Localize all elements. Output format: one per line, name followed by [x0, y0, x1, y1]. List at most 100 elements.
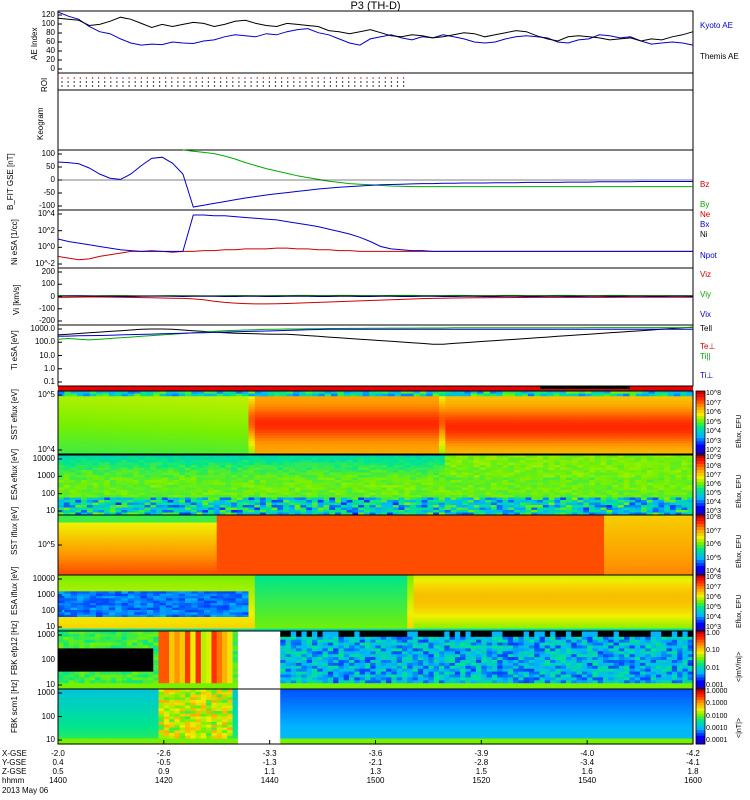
- colorbar-cell-esa_i: [696, 603, 705, 607]
- roi-dot: [280, 81, 283, 83]
- ytick-bfit: 100: [41, 149, 55, 158]
- roi-dot: [152, 85, 155, 87]
- roi-dot: [61, 85, 63, 87]
- colorbar-cell-esa_i: [696, 594, 705, 598]
- roi-dot: [146, 81, 149, 83]
- roi-dot: [329, 77, 332, 79]
- colorbar-cell-sst_e: [696, 409, 705, 414]
- colorbar-cell-sst_e: [696, 438, 705, 442]
- roi-dot: [250, 81, 252, 83]
- xtick-Z-GSE: 1.5: [475, 767, 487, 776]
- ytick-ni: 10^-2: [35, 259, 55, 268]
- orbit-bar-dark: [540, 386, 630, 389]
- colorbar-cell-fbk_b: [696, 705, 705, 709]
- colorbar-cell-fbk_b: [696, 711, 705, 715]
- colorbar-tick-fbk_b: 0.0100: [706, 712, 728, 720]
- roi-dot: [366, 77, 368, 79]
- ytick-vi: -100: [38, 303, 55, 313]
- roi-dot: [256, 85, 258, 87]
- colorbar-cell-fbk_b: [696, 716, 705, 720]
- panel-frame-ae: [57, 10, 694, 74]
- spectrogram-sst_i: [58, 515, 694, 576]
- roi-dot: [171, 81, 173, 83]
- roi-dot: [128, 85, 130, 87]
- colorbar-cell-esa_e: [696, 497, 705, 501]
- roi-dot: [335, 85, 338, 87]
- colorbar-cell-fbk_e: [696, 651, 705, 655]
- roi-dot: [341, 81, 344, 83]
- roi-dot: [97, 77, 100, 79]
- series-line-ti-0: [57, 326, 694, 345]
- roi-dot: [140, 77, 142, 79]
- ytick-ae: 100: [41, 19, 55, 28]
- roi-dot: [323, 85, 325, 87]
- xrow-label-z: Z-GSE: [2, 767, 27, 776]
- roi-dot: [287, 85, 289, 87]
- xtick-Y-GSE: -0.5: [156, 758, 171, 767]
- colorbar-cell-sst_i: [696, 539, 705, 543]
- roi-dot: [213, 85, 216, 87]
- colorbar-cell-sst_e: [696, 391, 705, 395]
- colorbar-cell-esa_e: [696, 464, 705, 468]
- roi-dot: [238, 77, 240, 79]
- xtick-hhmm: 1520: [472, 776, 491, 785]
- colorbar-cell-esa_e: [696, 500, 705, 504]
- spectrogram-fbk_b: [58, 689, 694, 745]
- colorbar-cell-esa_i: [696, 625, 705, 629]
- colorbar-cell-esa_i: [696, 614, 705, 618]
- colorbar-cell-fbk_e: [696, 642, 705, 646]
- colorbar-tick-sst_i: 10^7: [706, 527, 721, 535]
- roi-dot: [79, 81, 82, 83]
- roi-dot: [329, 81, 332, 83]
- xtick-Z-GSE: 1.1: [264, 767, 276, 776]
- roi-dot: [384, 77, 386, 79]
- colorbar-cell-sst_e: [696, 394, 705, 398]
- roi-dot: [390, 85, 393, 87]
- colorbar-tick-esa_i: 10^3: [706, 624, 721, 631]
- roi-dot: [274, 77, 277, 79]
- roi-dot: [274, 85, 277, 87]
- colorbar-tick-esa_i: 10^8: [706, 574, 721, 581]
- panel-frame-sst_e: [57, 390, 694, 455]
- ytick-vi: 100: [41, 279, 55, 289]
- roi-dot: [262, 77, 264, 79]
- colorbar-tick-sst_e: 10^8: [706, 390, 721, 397]
- colorbar-cell-esa_e: [696, 458, 705, 462]
- colorbar-cell-esa_e: [696, 509, 705, 513]
- legend-themis-ae: Themis AE: [700, 52, 739, 61]
- roi-dot: [311, 81, 313, 83]
- roi-dot: [183, 81, 185, 83]
- roi-dot: [97, 85, 100, 87]
- ytick-esa_e: 100: [41, 488, 55, 498]
- legend-kyoto-ae: Kyoto AE: [700, 21, 733, 30]
- colorbar-cell-fbk_b: [696, 689, 705, 693]
- roi-dot: [238, 81, 240, 83]
- roi-dot: [207, 85, 210, 87]
- roi-dot: [232, 85, 234, 87]
- colorbar-cell-esa_i: [696, 589, 705, 593]
- roi-dot: [158, 81, 161, 83]
- ytick-esa_i: 1000: [37, 590, 55, 599]
- roi-dot: [293, 77, 295, 79]
- roi-dot: [299, 77, 301, 79]
- colorbar-cell-esa_i: [696, 622, 705, 626]
- orbit-bar: [58, 386, 693, 391]
- roi-dot: [171, 85, 173, 87]
- ytick-esa_i: 10: [46, 622, 55, 631]
- colorbar-frame-fbk_b: [695, 688, 706, 745]
- ytick-vi: 0: [50, 291, 55, 301]
- colorbar-cell-fbk_b: [696, 724, 705, 728]
- colorbar-tick-esa_i: 10^7: [706, 584, 721, 591]
- ytick-ti: 1.0: [43, 363, 55, 373]
- roi-dot: [73, 77, 75, 79]
- colorbar-cell-esa_e: [696, 470, 705, 474]
- legend-by: By: [700, 200, 710, 209]
- colorbar-cell-esa_i: [696, 575, 705, 579]
- colorbar-cell-fbk_b: [696, 735, 705, 739]
- ytick-esa_e: 1000: [37, 471, 55, 481]
- roi-dot: [207, 77, 210, 79]
- colorbar-cell-fbk_b: [696, 719, 705, 723]
- colorbar-cell-esa_e: [696, 467, 705, 471]
- xtick-Y-GSE: -2.1: [368, 758, 383, 767]
